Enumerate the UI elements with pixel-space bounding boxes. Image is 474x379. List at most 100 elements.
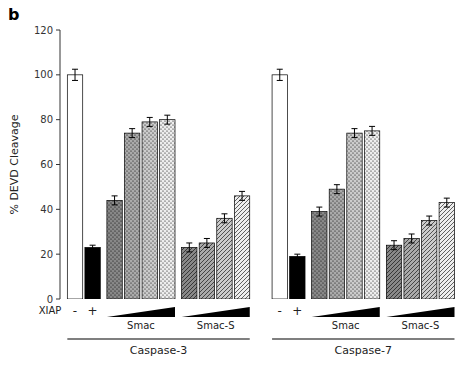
bar (124, 133, 139, 299)
error-line (446, 198, 447, 207)
y-tick (56, 299, 60, 300)
y-tick-label: 0 (47, 294, 53, 305)
bar (85, 247, 100, 299)
category-label: - (73, 304, 77, 318)
error-line (429, 216, 430, 225)
error-line (75, 69, 76, 80)
error-cap (444, 198, 450, 199)
y-tick-label: 40 (40, 204, 53, 215)
error-bar (72, 69, 78, 80)
y-axis-label: % DEVD Cleavage (8, 114, 21, 214)
error-line (336, 185, 337, 194)
error-line (189, 243, 190, 252)
error-bar (112, 196, 118, 205)
bar (290, 256, 305, 299)
category-label: + (88, 304, 98, 318)
error-line (411, 234, 412, 243)
error-cap (277, 69, 283, 70)
error-cap (239, 191, 245, 192)
bar (160, 120, 175, 299)
error-bar (204, 238, 210, 247)
concentration-triangle (312, 307, 380, 317)
chart: b020406080100120% DEVD Cleavage-+-+XIAPS… (0, 0, 474, 379)
error-cap (351, 128, 357, 129)
error-cap (221, 222, 227, 223)
bar (107, 200, 122, 299)
bars (67, 69, 454, 299)
y-tick-label: 60 (40, 159, 53, 170)
error-cap (186, 242, 192, 243)
error-bar (164, 115, 170, 124)
error-cap (369, 135, 375, 136)
bar (364, 131, 379, 299)
y-tick (56, 30, 60, 31)
category-label: + (292, 304, 302, 318)
error-bar (316, 207, 322, 216)
error-line (394, 241, 395, 250)
error-bar (239, 191, 245, 200)
bar (199, 243, 214, 299)
error-bar (409, 234, 415, 243)
y-tick-label: 120 (34, 25, 53, 36)
bar (234, 196, 249, 299)
error-bar (369, 126, 375, 135)
error-bar (294, 254, 300, 258)
error-cap (294, 254, 300, 255)
bar (329, 189, 344, 299)
error-cap (409, 233, 415, 234)
error-cap (147, 126, 153, 127)
error-cap (351, 137, 357, 138)
error-bar (277, 69, 283, 80)
error-cap (204, 247, 210, 248)
y-tick (56, 209, 60, 210)
concentration-triangle (386, 307, 454, 317)
error-cap (72, 69, 78, 70)
error-bar (147, 117, 153, 126)
error-cap (426, 216, 432, 217)
error-cap (204, 238, 210, 239)
error-bar (90, 245, 96, 249)
error-cap (294, 258, 300, 259)
error-bar (426, 216, 432, 225)
error-cap (316, 207, 322, 208)
error-cap (164, 124, 170, 125)
error-line (279, 69, 280, 80)
error-cap (369, 126, 375, 127)
error-cap (277, 80, 283, 81)
triangle-label: Smac (332, 320, 360, 331)
y-tick (56, 254, 60, 255)
row-label: XIAP (39, 305, 62, 316)
y-tick (56, 74, 60, 75)
error-cap (112, 204, 118, 205)
concentration-triangle (107, 307, 175, 317)
bar (142, 122, 157, 299)
bar (67, 75, 82, 299)
error-cap (90, 245, 96, 246)
triangle-label: Smac (127, 320, 155, 331)
title: b (8, 5, 19, 24)
error-line (319, 207, 320, 216)
error-cap (72, 80, 78, 81)
category-label: - (278, 304, 282, 318)
error-cap (186, 251, 192, 252)
error-bar (391, 241, 397, 250)
error-line (224, 214, 225, 223)
error-cap (129, 128, 135, 129)
error-cap (334, 193, 340, 194)
error-line (132, 129, 133, 138)
error-cap (334, 184, 340, 185)
error-cap (426, 225, 432, 226)
error-bar (334, 185, 340, 194)
group-bracket (67, 338, 249, 339)
error-cap (112, 195, 118, 196)
error-line (242, 191, 243, 200)
y-tick (56, 119, 60, 120)
error-line (354, 129, 355, 138)
error-cap (391, 240, 397, 241)
error-cap (239, 200, 245, 201)
y-tick-label: 80 (40, 114, 53, 125)
bar (404, 238, 419, 299)
triangle-label: Smac-S (197, 320, 235, 331)
bar (182, 247, 197, 299)
error-cap (164, 115, 170, 116)
